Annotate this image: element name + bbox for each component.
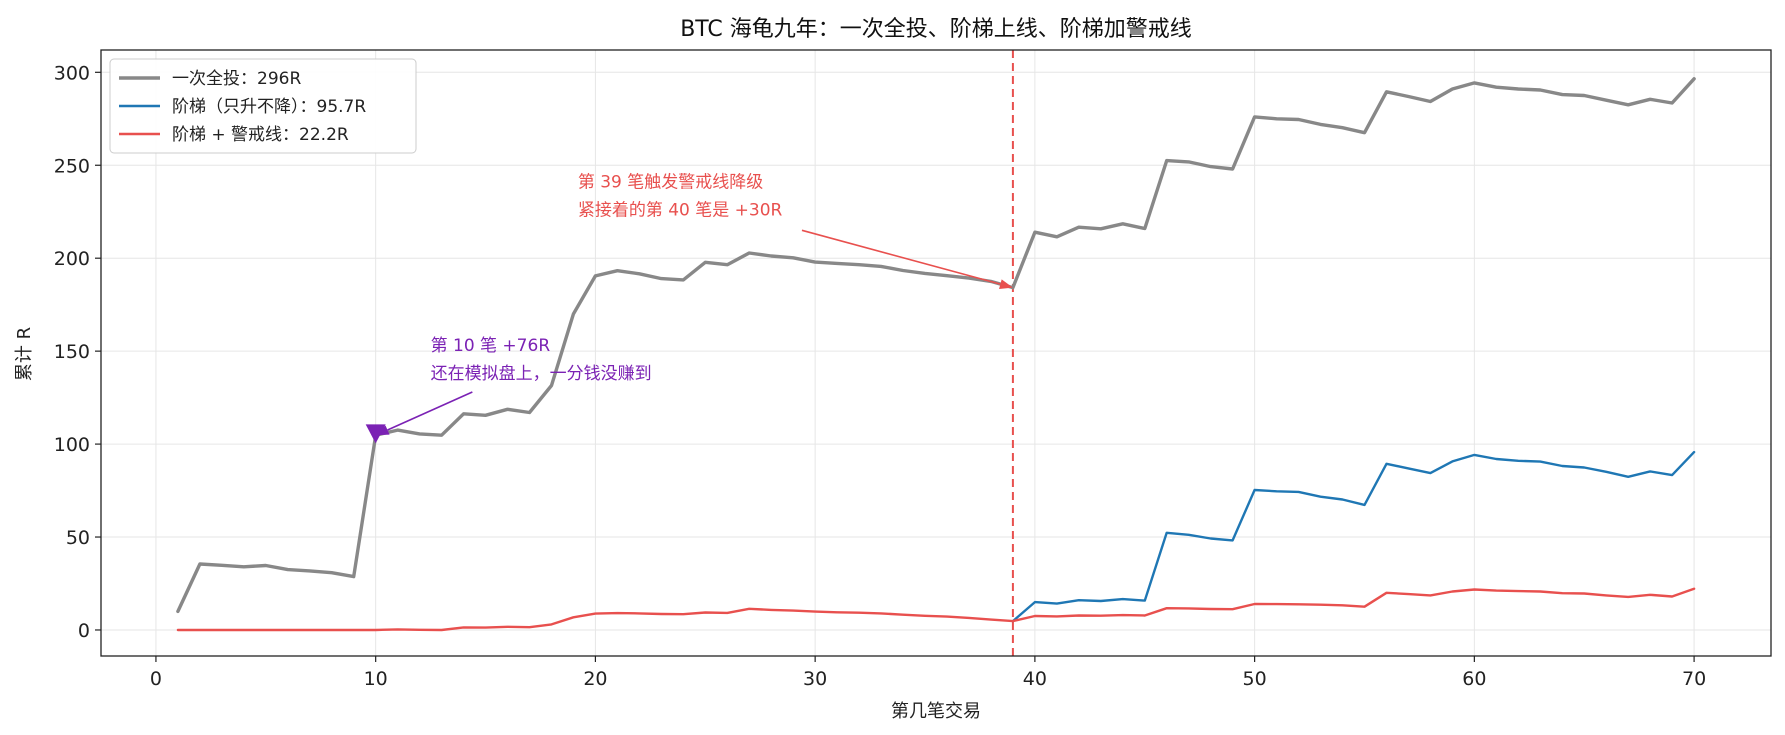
y-tick-label: 300	[54, 62, 90, 84]
annotation-arrow-2	[801, 229, 1001, 285]
series-line-1	[176, 77, 1696, 614]
series-line-3	[176, 587, 1696, 632]
legend-label-2: 阶梯（只升不降）：95.7R	[172, 97, 366, 117]
annotation-text-1: 还在模拟盘上，一分钱没赚到	[431, 364, 652, 384]
annotation-text-2: 第 39 笔触发警戒线降级	[578, 173, 763, 193]
annotation-text-2: 紧接着的第 40 笔是 +30R	[578, 201, 783, 221]
legend-label-3: 阶梯 + 警戒线：22.2R	[172, 125, 349, 145]
y-tick-label: 0	[78, 620, 90, 642]
series-lines	[176, 77, 1696, 632]
plot-frame	[100, 49, 1772, 657]
x-tick-label: 30	[803, 668, 827, 690]
series-line-2	[1011, 450, 1696, 623]
x-tick-label: 10	[364, 668, 388, 690]
x-tick-label: 20	[583, 668, 607, 690]
x-tick-label: 70	[1682, 668, 1706, 690]
legend-box	[109, 58, 417, 154]
y-tick-label: 100	[54, 434, 90, 456]
y-tick-label: 150	[54, 341, 90, 363]
x-tick-label: 40	[1023, 668, 1047, 690]
x-axis-label: 第几笔交易	[891, 701, 981, 722]
annotation-arrow-1	[387, 391, 473, 431]
annotation-arrowhead-2	[999, 279, 1013, 289]
x-tick-label: 60	[1462, 668, 1486, 690]
chart-title: BTC 海龟九年：一次全投、阶梯上线、阶梯加警戒线	[680, 17, 1192, 42]
y-tick-label: 250	[54, 155, 90, 177]
y-tick-label: 200	[54, 248, 90, 270]
axis-ticks: 0 10 20 30 40 50 60 70 0 50 100 150 200 250 300	[54, 62, 1706, 690]
annotation-marker-triangle	[365, 424, 386, 444]
y-axis-label: 累计 R	[14, 327, 35, 381]
annotation-text-1: 第 10 笔 +76R	[431, 336, 551, 356]
x-tick-label: 50	[1243, 668, 1267, 690]
x-tick-label: 0	[150, 668, 162, 690]
y-tick-label: 50	[66, 527, 90, 549]
legend: 一次全投：296R 阶梯（只升不降）：95.7R 阶梯 + 警戒线：22.2R	[109, 58, 417, 154]
legend-label-1: 一次全投：296R	[172, 69, 301, 89]
annotations: 第 10 笔 +76R 还在模拟盘上，一分钱没赚到 第 39 笔触发警戒线降级紧接着…	[365, 173, 1013, 444]
